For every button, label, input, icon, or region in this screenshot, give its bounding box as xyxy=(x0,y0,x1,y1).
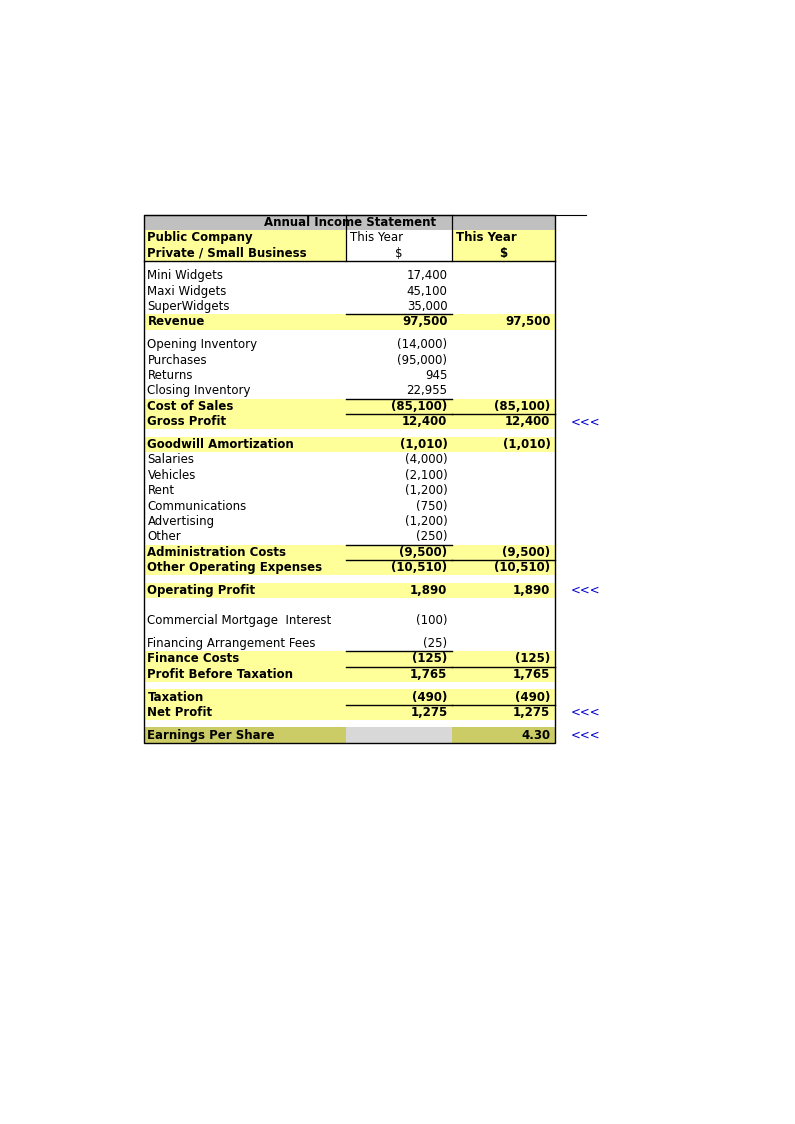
Text: 22,955: 22,955 xyxy=(406,384,448,398)
Text: 1,765: 1,765 xyxy=(513,668,550,681)
Text: Profit Before Taxation: Profit Before Taxation xyxy=(147,668,293,681)
Bar xyxy=(145,215,555,743)
Bar xyxy=(346,245,452,261)
Bar xyxy=(145,727,346,743)
Text: Private / Small Business: Private / Small Business xyxy=(147,246,307,260)
Text: Net Profit: Net Profit xyxy=(147,706,212,719)
Bar xyxy=(346,727,452,743)
Text: Rent: Rent xyxy=(147,484,175,497)
Text: Salaries: Salaries xyxy=(147,453,195,466)
Text: 45,100: 45,100 xyxy=(406,284,448,298)
Bar xyxy=(452,230,555,245)
Text: Finance Costs: Finance Costs xyxy=(147,652,239,665)
Text: (750): (750) xyxy=(416,500,448,513)
Bar xyxy=(145,315,555,329)
Text: Earnings Per Share: Earnings Per Share xyxy=(147,728,275,742)
Text: 97,500: 97,500 xyxy=(402,316,448,328)
Text: 945: 945 xyxy=(425,369,448,382)
Text: (9,500): (9,500) xyxy=(502,546,550,559)
Text: (490): (490) xyxy=(515,690,550,704)
Text: $: $ xyxy=(395,246,402,260)
Text: 1,275: 1,275 xyxy=(410,706,448,719)
Text: (1,200): (1,200) xyxy=(405,515,448,528)
Text: Gross Profit: Gross Profit xyxy=(147,415,227,428)
Text: Mini Widgets: Mini Widgets xyxy=(147,270,223,282)
Text: 4.30: 4.30 xyxy=(522,728,550,742)
Text: (9,500): (9,500) xyxy=(399,546,448,559)
Text: Public Company: Public Company xyxy=(147,232,253,244)
Text: Goodwill Amortization: Goodwill Amortization xyxy=(147,438,294,451)
Text: (10,510): (10,510) xyxy=(494,561,550,574)
Text: Financing Arrangement Fees: Financing Arrangement Fees xyxy=(147,637,316,650)
Text: Returns: Returns xyxy=(147,369,193,382)
Bar xyxy=(145,705,555,720)
Bar xyxy=(145,583,555,598)
Text: (85,100): (85,100) xyxy=(391,400,448,413)
Text: Cost of Sales: Cost of Sales xyxy=(147,400,234,413)
Text: <<<: <<< xyxy=(571,706,600,719)
Bar xyxy=(145,437,555,452)
Text: (490): (490) xyxy=(412,690,448,704)
Bar xyxy=(452,727,555,743)
Text: Opening Inventory: Opening Inventory xyxy=(147,338,258,352)
Text: 1,275: 1,275 xyxy=(513,706,550,719)
Bar xyxy=(145,230,346,245)
Text: 1,765: 1,765 xyxy=(410,668,448,681)
Text: (95,000): (95,000) xyxy=(398,354,448,366)
Text: (85,100): (85,100) xyxy=(494,400,550,413)
Text: Annual Income Statement: Annual Income Statement xyxy=(264,216,436,228)
Text: <<<: <<< xyxy=(571,415,600,428)
Text: SuperWidgets: SuperWidgets xyxy=(147,300,230,314)
Bar xyxy=(145,215,555,743)
Text: Administration Costs: Administration Costs xyxy=(147,546,286,559)
Text: 35,000: 35,000 xyxy=(407,300,448,314)
Text: Maxi Widgets: Maxi Widgets xyxy=(147,284,227,298)
Text: Advertising: Advertising xyxy=(147,515,215,528)
Text: (100): (100) xyxy=(416,614,448,627)
Bar xyxy=(145,215,555,230)
Bar xyxy=(346,230,452,245)
Text: 12,400: 12,400 xyxy=(402,415,448,428)
Text: This Year: This Year xyxy=(456,232,517,244)
Bar xyxy=(145,399,555,414)
Text: (1,200): (1,200) xyxy=(405,484,448,497)
Text: Closing Inventory: Closing Inventory xyxy=(147,384,251,398)
Text: <<<: <<< xyxy=(571,728,600,742)
Text: (1,010): (1,010) xyxy=(502,438,550,451)
Text: (14,000): (14,000) xyxy=(398,338,448,352)
Bar xyxy=(145,651,555,667)
Bar xyxy=(145,560,555,575)
Text: (125): (125) xyxy=(515,652,550,665)
Bar xyxy=(145,245,346,261)
Text: (25): (25) xyxy=(424,637,448,650)
Text: Vehicles: Vehicles xyxy=(147,469,196,482)
Text: 97,500: 97,500 xyxy=(505,316,550,328)
Text: <<<: <<< xyxy=(571,584,600,597)
Text: (125): (125) xyxy=(413,652,448,665)
Text: 17,400: 17,400 xyxy=(406,270,448,282)
Text: (1,010): (1,010) xyxy=(400,438,448,451)
Text: Revenue: Revenue xyxy=(147,316,205,328)
Bar xyxy=(145,667,555,682)
Text: Commercial Mortgage  Interest: Commercial Mortgage Interest xyxy=(147,614,332,627)
Text: Other: Other xyxy=(147,531,181,544)
Text: Operating Profit: Operating Profit xyxy=(147,584,255,597)
Text: (2,100): (2,100) xyxy=(405,469,448,482)
Text: $: $ xyxy=(499,246,508,260)
Bar xyxy=(145,414,555,429)
Bar xyxy=(452,245,555,261)
Text: Other Operating Expenses: Other Operating Expenses xyxy=(147,561,323,574)
Text: (250): (250) xyxy=(416,531,448,544)
Text: 1,890: 1,890 xyxy=(513,584,550,597)
Text: (10,510): (10,510) xyxy=(391,561,448,574)
Text: 1,890: 1,890 xyxy=(410,584,448,597)
Text: This Year: This Year xyxy=(350,232,403,244)
Bar xyxy=(145,689,555,705)
Text: Communications: Communications xyxy=(147,500,246,513)
Text: 12,400: 12,400 xyxy=(505,415,550,428)
Bar xyxy=(145,545,555,560)
Text: (4,000): (4,000) xyxy=(405,453,448,466)
Text: Purchases: Purchases xyxy=(147,354,207,366)
Text: Taxation: Taxation xyxy=(147,690,204,704)
